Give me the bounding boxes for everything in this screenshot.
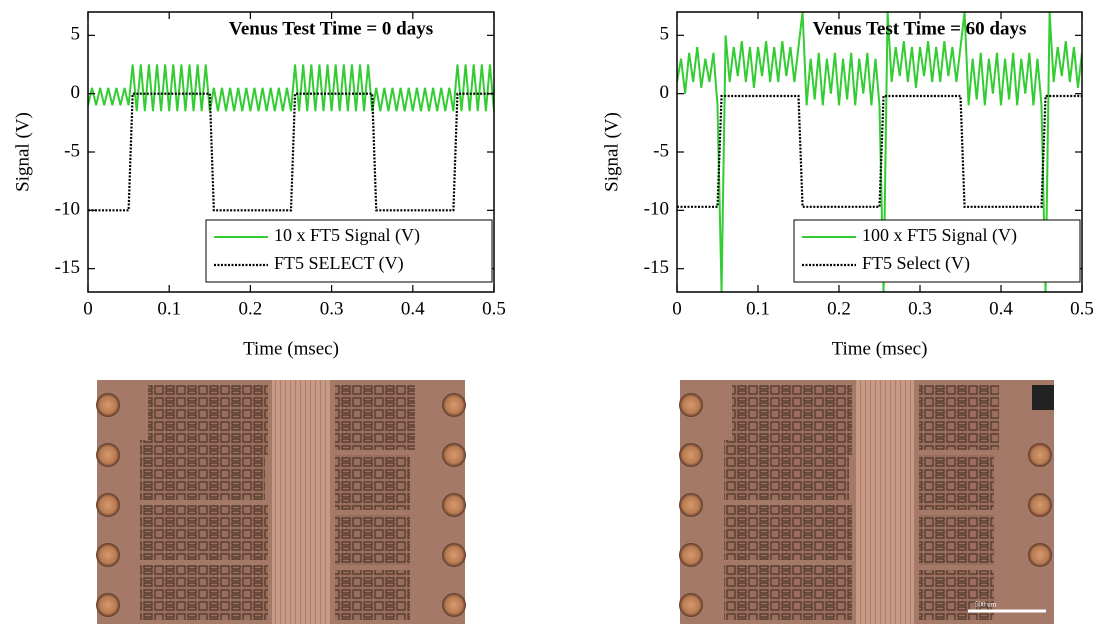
legend-box	[793, 219, 1081, 283]
x-tick-label: 0	[672, 298, 682, 319]
x-axis-label: Time (msec)	[243, 338, 339, 359]
y-tick-label: -5	[653, 140, 669, 161]
x-tick-label: 0	[83, 298, 93, 319]
y-tick-label: 0	[71, 82, 81, 103]
circuit-block	[140, 440, 265, 500]
x-tick-label: 0.1	[157, 298, 181, 319]
x-tick-label: 0.2	[827, 298, 851, 319]
circuit-block	[140, 565, 268, 620]
y-axis-label: Signal (V)	[601, 112, 622, 192]
circuit-block	[335, 570, 410, 620]
x-tick-label: 0.3	[908, 298, 932, 319]
bus	[856, 380, 914, 624]
chart: 0 0.1 0.2 0.3 0.4 0.5 5 0 -5 -10 -15 Venus Test Tim…	[601, 11, 1094, 359]
x-tick-label: 0.3	[320, 298, 344, 319]
series-line	[88, 92, 494, 212]
y-tick-label: -10	[55, 199, 80, 220]
legend-label: FT5 Select (V)	[862, 253, 970, 274]
series-line	[677, 94, 1082, 208]
y-tick-label: -5	[64, 140, 80, 161]
y-tick-label: -15	[644, 257, 669, 278]
micrograph	[96, 380, 466, 624]
series-line	[88, 64, 494, 112]
chart-title: Venus Test Time = 60 days	[813, 18, 1027, 39]
y-tick-label: -10	[644, 199, 669, 220]
legend: 10 x FT5 Signal (V) FT5 SELECT (V)	[205, 219, 493, 283]
pads	[679, 393, 1052, 617]
circuit-block	[140, 505, 268, 560]
circuit-block	[724, 565, 852, 620]
y-tick-label: 0	[660, 82, 670, 103]
x-tick-label: 0.2	[239, 298, 263, 319]
y-tick-label: 5	[71, 24, 81, 45]
y-tick-label: -15	[55, 257, 80, 278]
y-tick-label: 5	[660, 24, 670, 45]
micrograph: 500 um	[679, 380, 1054, 624]
chart: 0 0.1 0.2 0.3 0.4 0.5 5 0 -5 -10 -15 Venus Test Tim…	[12, 11, 506, 359]
x-axis-label: Time (msec)	[832, 338, 928, 359]
scale-label: 500 um	[975, 601, 997, 609]
legend-label: FT5 SELECT (V)	[274, 253, 404, 274]
legend-label: 100 x FT5 Signal (V)	[862, 225, 1017, 246]
y-axis-label: Signal (V)	[12, 112, 33, 192]
legend-box	[205, 219, 493, 283]
circuit-block	[724, 505, 852, 560]
circuit-block	[919, 515, 994, 565]
x-tick-label: 0.4	[989, 298, 1013, 319]
circuit-block	[919, 455, 994, 510]
legend: 100 x FT5 Signal (V) FT5 Select (V)	[793, 219, 1081, 283]
circuit-block	[724, 440, 849, 500]
x-tick-label: 0.1	[746, 298, 770, 319]
circuit-block	[335, 455, 410, 510]
legend-label: 10 x FT5 Signal (V)	[274, 225, 420, 246]
x-tick-label: 0.5	[1070, 298, 1094, 319]
circuit-block	[335, 515, 410, 565]
x-tick-label: 0.4	[401, 298, 425, 319]
defect	[1032, 385, 1054, 410]
pads	[96, 393, 466, 617]
circuit-block	[919, 385, 999, 450]
circuit-block	[335, 385, 415, 450]
x-tick-label: 0.5	[482, 298, 506, 319]
chart-title: Venus Test Time = 0 days	[229, 18, 433, 39]
series-line	[677, 12, 1082, 292]
bus	[272, 380, 330, 624]
